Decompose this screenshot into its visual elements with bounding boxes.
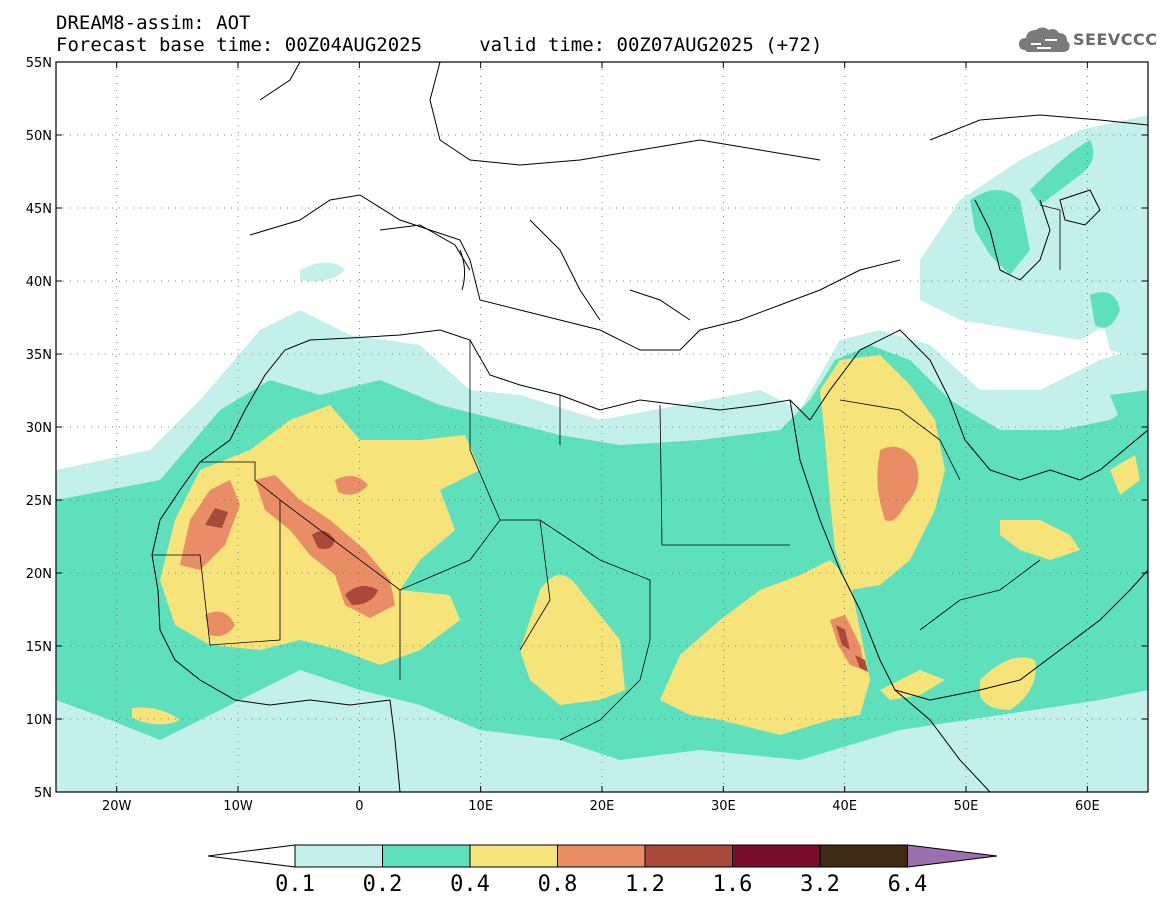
colorbar-segment (469, 844, 558, 868)
lon-tick-label: 50E (954, 799, 979, 814)
lat-tick-label: 30N (26, 421, 52, 436)
lon-tick-label: 10W (223, 799, 253, 814)
lat-tick-label: 40N (26, 275, 52, 290)
lat-tick-label: 5N (34, 786, 52, 801)
forecast-time-line: Forecast base time: 00Z04AUG2025 valid t… (56, 34, 823, 56)
coastlines (151, 62, 1148, 792)
lat-tick-label: 20N (26, 567, 52, 582)
graticule (56, 62, 1148, 792)
lat-tick-label: 15N (26, 640, 52, 655)
colorbar-segment (732, 844, 821, 868)
latitude-axis: 55N 50N 45N 40N 35N 30N 25N 20N 15N 10N 5N (26, 56, 1148, 801)
lat-tick-label: 35N (26, 348, 52, 363)
longitude-axis: 20W 10W 0 10E 20E 30E 40E 50E 60E (102, 62, 1100, 814)
lat-tick-label: 10N (26, 713, 52, 728)
lon-tick-label: 40E (832, 799, 857, 814)
lon-tick-label: 20W (102, 799, 132, 814)
colorbar-segment (382, 844, 471, 868)
colorbar-label: 3.2 (800, 872, 840, 897)
colorbar-label: 1.6 (713, 872, 753, 897)
cloud-icon (1019, 27, 1070, 52)
colorbar-segment (557, 844, 646, 868)
seevccc-logo: SEEVCCC (1017, 22, 1157, 58)
lon-tick-label: 10E (468, 799, 493, 814)
colorbar-segment (819, 844, 908, 868)
lat-tick-label: 55N (26, 56, 52, 71)
map-field (56, 62, 1148, 792)
colorbar-label: 0.1 (275, 872, 315, 897)
map-title: DREAM8-assim: AOT (56, 12, 251, 34)
lat-tick-label: 45N (26, 202, 52, 217)
colorbar-label: 0.2 (363, 872, 403, 897)
lon-tick-label: 20E (590, 799, 615, 814)
political-borders (152, 204, 1061, 741)
colorbar-upper-extension (907, 844, 998, 868)
colorbar-lower-extension (207, 844, 296, 868)
colorbar-label: 1.2 (625, 872, 665, 897)
lat-tick-label: 50N (26, 129, 52, 144)
colorbar-segment (644, 844, 733, 868)
lat-tick-label: 25N (26, 494, 52, 509)
colorbar-label: 6.4 (888, 872, 928, 897)
colorbar-label: 0.8 (538, 872, 578, 897)
logo-text: SEEVCCC (1073, 30, 1158, 49)
colorbar: 0.1 0.2 0.4 0.8 1.2 1.6 3.2 6.4 (207, 844, 998, 897)
lon-tick-label: 0 (355, 799, 363, 814)
lon-tick-label: 60E (1075, 799, 1100, 814)
lon-tick-label: 30E (711, 799, 736, 814)
colorbar-label: 0.4 (450, 872, 490, 897)
colorbar-segment (294, 844, 383, 868)
aot-level-1.2 (205, 508, 868, 672)
